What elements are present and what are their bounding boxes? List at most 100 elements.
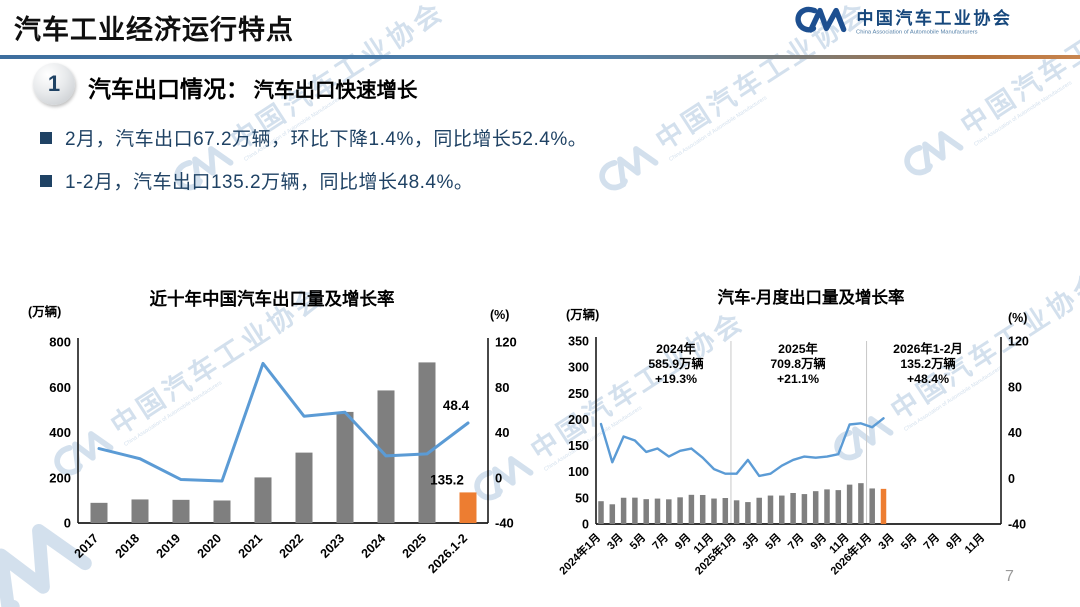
left-tick-label: 600 — [49, 380, 71, 395]
left-tick-label: 350 — [568, 335, 589, 349]
bullet-item: 1-2月，汽车出口135.2万辆，同比增长48.4%。 — [40, 167, 587, 194]
x-tick-label: 3月 — [876, 531, 897, 552]
chart-title: 汽车-月度出口量及增长率 — [718, 287, 905, 307]
left-tick-label: 300 — [568, 361, 589, 375]
bar — [756, 497, 762, 524]
bar — [745, 502, 751, 524]
bar — [131, 499, 149, 523]
left-axis-unit: (万辆) — [566, 307, 599, 322]
bar — [295, 452, 313, 523]
bar — [632, 497, 638, 524]
bar — [846, 484, 853, 524]
section-number-badge: 1 — [33, 63, 75, 105]
bar — [733, 500, 740, 524]
x-tick-label: 2025 — [400, 531, 430, 561]
bar — [643, 499, 649, 524]
x-tick-label: 2021 — [236, 531, 266, 561]
logo-org-name-en: China Association of Automobile Manufact… — [856, 29, 978, 36]
yearly-export-chart: 近十年中国汽车出口量及增长率 (万辆) (%) 0 200 400 600 800 -40 0 40… — [22, 283, 522, 605]
left-tick-label: 100 — [568, 465, 589, 479]
x-tick-label: 5月 — [898, 531, 919, 552]
bar — [869, 488, 875, 524]
x-tick-label: 2022 — [277, 531, 307, 561]
section-title: 汽车出口情况： — [88, 76, 249, 102]
bullet-list: 2月，汽车出口67.2万辆，环比下降1.4%，同比增长52.4%。 1-2月，汽… — [40, 124, 587, 210]
bar — [609, 504, 616, 524]
x-tick-label: 2024 — [359, 531, 389, 561]
left-tick-label: 0 — [64, 516, 71, 531]
bar — [779, 495, 785, 524]
left-tick-label: 200 — [49, 470, 71, 485]
bar — [835, 490, 842, 524]
bar — [812, 491, 819, 524]
right-tick-label: 80 — [495, 380, 509, 395]
bar — [654, 498, 661, 524]
growth-line — [97, 361, 470, 483]
left-tick-label: 150 — [568, 439, 589, 453]
right-tick-label: 120 — [495, 335, 517, 350]
page-number: 7 — [1005, 568, 1014, 585]
annotation-line: 135.2万辆 — [900, 356, 955, 371]
x-tick-label: 3月 — [740, 531, 761, 552]
left-tick-label: 800 — [49, 335, 71, 350]
growth-line — [599, 417, 885, 478]
right-tick-label: -40 — [1008, 518, 1026, 532]
right-tick-label: 0 — [495, 470, 502, 485]
bullet-text: 2月，汽车出口67.2万辆，环比下降1.4%，同比增长52.4%。 — [65, 129, 588, 150]
x-tick-label: 5月 — [763, 531, 784, 552]
bar — [336, 411, 354, 523]
bar — [598, 501, 604, 524]
page-title: 汽车工业经济运行特点 — [14, 15, 294, 45]
header-divider — [0, 55, 1080, 59]
bar — [767, 495, 774, 524]
x-tick-label: 2018 — [113, 531, 143, 561]
right-tick-label: 0 — [1008, 472, 1015, 486]
bullet-square-icon — [40, 131, 52, 144]
chart-title: 近十年中国汽车出口量及增长率 — [150, 289, 395, 309]
bar — [824, 489, 830, 524]
bullet-square-icon — [40, 174, 52, 187]
right-tick-label: 40 — [1008, 426, 1022, 440]
cm-glyph-icon — [599, 145, 659, 190]
annotation-line: +48.4% — [907, 372, 949, 386]
x-tick-label: 3月 — [604, 531, 625, 552]
bar — [711, 498, 717, 524]
annotation-line: 2024年 — [656, 341, 696, 356]
bar — [666, 499, 672, 524]
right-tick-label: 80 — [1008, 380, 1022, 394]
cama-logo: 中国汽车工业协会 China Association of Automobile… — [794, 4, 1066, 40]
left-tick-label: 250 — [568, 387, 589, 401]
bullet-text: 1-2月，汽车出口135.2万辆，同比增长48.4%。 — [65, 172, 474, 193]
x-tick-label: 7月 — [785, 531, 806, 552]
x-tick-label: 2020 — [195, 531, 225, 561]
chart-right-svg: 汽车-月度出口量及增长率 (万辆) (%) 0 50 100 150 200 250 300 350… — [556, 287, 1029, 577]
x-tick-label: 9月 — [943, 531, 964, 552]
annotation-line: 2026年1-2月 — [893, 341, 963, 356]
bar — [801, 494, 808, 524]
cm-glyph-icon — [904, 130, 964, 175]
bar — [880, 488, 887, 524]
chart-left-svg: 近十年中国汽车出口量及增长率 (万辆) (%) 0 200 400 600 800 -40 0 40… — [28, 289, 517, 576]
bar — [213, 500, 231, 523]
bar — [90, 502, 108, 523]
annotation-line: 2025年 — [778, 341, 818, 356]
x-tick-label: 5月 — [627, 531, 648, 552]
left-axis-unit: (万辆) — [28, 304, 61, 319]
bar — [722, 498, 729, 524]
monthly-export-chart: 汽车-月度出口量及增长率 (万辆) (%) 0 50 100 150 200 250 300 350… — [556, 283, 1076, 605]
left-tick-label: 200 — [568, 413, 589, 427]
bar — [858, 483, 864, 524]
x-tick-label: 9月 — [808, 531, 829, 552]
right-tick-label: -40 — [495, 516, 514, 531]
x-tick-label: 2023 — [318, 531, 348, 561]
bar — [677, 497, 683, 524]
x-tick-label: 7月 — [650, 531, 671, 552]
annotation-line: 709.8万辆 — [770, 356, 825, 371]
right-axis-unit: (%) — [1008, 311, 1027, 325]
right-tick-label: 120 — [1008, 335, 1029, 349]
section-subtitle: 汽车出口快速增长 — [253, 79, 418, 102]
x-tick-label: 9月 — [672, 531, 693, 552]
bar — [699, 494, 706, 524]
bullet-item: 2月，汽车出口67.2万辆，环比下降1.4%，同比增长52.4%。 — [40, 124, 587, 151]
